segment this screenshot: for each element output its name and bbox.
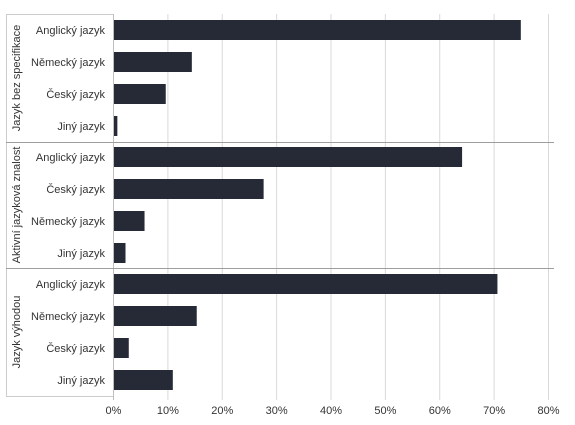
bar: [114, 84, 166, 104]
bar: [114, 147, 463, 167]
category-label: Český jazyk: [46, 183, 105, 196]
x-tick-label: 70%: [483, 405, 505, 417]
x-tick-label: 20%: [211, 405, 233, 417]
group-frames: [6, 14, 554, 400]
category-label: Český jazyk: [46, 88, 105, 101]
category-label: Německý jazyk: [31, 57, 105, 69]
bar: [114, 179, 264, 199]
x-axis-ticks: 0% 10% 20% 30% 40% 50% 60% 70% 80%: [106, 405, 560, 417]
category-label: Německý jazyk: [31, 311, 105, 323]
group-label: Jazyk bez specifikace: [11, 25, 23, 131]
category-label: Anglický jazyk: [36, 152, 106, 164]
category-label: Anglický jazyk: [36, 279, 106, 291]
category-labels: Anglický jazyk Německý jazyk Český jazyk Ji…: [31, 25, 105, 387]
group-label: Jazyk výhodou: [11, 296, 23, 369]
category-label: Jiný jazyk: [57, 375, 105, 387]
x-tick-label: 60%: [429, 405, 451, 417]
bar: [114, 116, 118, 136]
bar: [114, 243, 126, 263]
x-tick-label: 50%: [374, 405, 396, 417]
group-label: Aktivní jazyková znalost: [11, 147, 23, 264]
x-tick-label: 0%: [106, 405, 122, 417]
bar: [114, 211, 145, 231]
bar: [114, 306, 197, 326]
bar: [114, 274, 498, 294]
x-tick-label: 10%: [157, 405, 179, 417]
bar: [114, 370, 173, 390]
group-labels: Jazyk bez specifikace Aktivní jazyková zn…: [11, 25, 23, 369]
bars: [114, 20, 521, 390]
grid-lines: [167, 14, 549, 400]
bar: [114, 338, 129, 358]
x-tick-label: 30%: [266, 405, 288, 417]
x-tick-label: 80%: [537, 405, 559, 417]
bar: [114, 52, 192, 72]
bar: [114, 20, 521, 40]
x-tick-label: 40%: [320, 405, 342, 417]
category-label: Anglický jazyk: [36, 25, 106, 37]
category-label: Jiný jazyk: [57, 248, 105, 260]
category-label: Jiný jazyk: [57, 121, 105, 133]
category-label: Německý jazyk: [31, 216, 105, 228]
category-label: Český jazyk: [46, 342, 105, 355]
